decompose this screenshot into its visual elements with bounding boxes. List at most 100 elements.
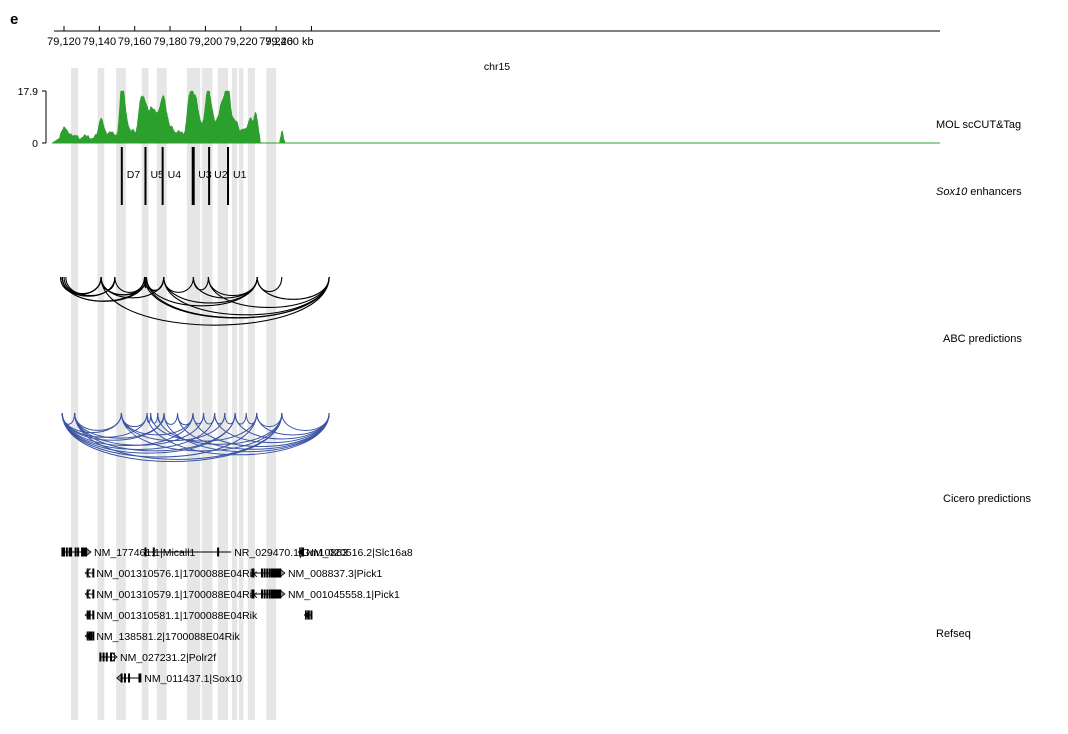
cicero-arc — [146, 412, 330, 456]
signal-track-label: MOL scCUT&Tag — [936, 119, 1021, 131]
gene-model: NM_138581.2|1700088E04Rik — [84, 631, 241, 643]
gene-exon — [74, 547, 77, 557]
axis-tick-label: 79,120 — [47, 36, 81, 48]
gene-exon — [310, 610, 313, 620]
highlight-band — [238, 68, 244, 720]
abc-arc — [61, 276, 147, 302]
enhancer-label: D7 — [127, 169, 141, 181]
gene-label: NM_001310576.1|1700088E04Rik — [96, 568, 258, 580]
enhancer-label-rest: enhancers — [967, 186, 1022, 198]
highlight-band — [266, 68, 277, 720]
gene-exon — [270, 568, 273, 578]
gene-model: NM_001310579.1|1700088E04Rik — [84, 589, 258, 601]
gene-model: NM_001045558.1|Pick1 — [251, 589, 400, 601]
gene-label: NM_001310581.1|1700088E04Rik — [96, 610, 258, 622]
gene-exon — [301, 547, 304, 557]
gene-exon — [120, 673, 123, 683]
gene-exon — [92, 610, 95, 620]
signal-ymax-label: 17.9 — [18, 86, 39, 98]
gene-exon — [251, 568, 254, 578]
cicero-track-label: Cicero predictions — [943, 493, 1032, 505]
gene-label: NM_008837.3|Pick1 — [288, 568, 383, 580]
gene-exon — [110, 652, 113, 662]
gene-model: NR_029470.1|Gm10863 — [144, 547, 348, 559]
axis-tick-label: 79,260 kb — [265, 36, 313, 48]
gene-exon — [266, 589, 269, 599]
gene-exon — [90, 631, 93, 641]
enhancer-track: D7 U5 U4 U3 U2 U1 — [120, 147, 247, 205]
gene-label: NM_138581.2|1700088E04Rik — [96, 631, 240, 643]
axis-tick-label: 79,220 — [224, 36, 258, 48]
gene-exon — [268, 568, 271, 578]
gene-exon — [268, 589, 271, 599]
gene-exon — [128, 673, 131, 683]
gene-exon — [263, 589, 266, 599]
highlight-bands — [71, 68, 277, 720]
cicero-arc — [74, 412, 236, 452]
panel-letter: e — [10, 11, 18, 28]
gene-exon — [65, 547, 68, 557]
gene-model: NM_011437.1|Sox10 — [116, 673, 242, 685]
highlight-band — [97, 68, 105, 720]
gene-exon — [83, 547, 86, 557]
gene-utr-arrow — [84, 589, 92, 599]
cicero-arc — [61, 412, 194, 446]
gene-model — [303, 610, 313, 620]
gene-exon — [276, 568, 279, 578]
gene-exon — [272, 568, 275, 578]
gene-exon — [152, 547, 155, 557]
highlight-band — [201, 68, 213, 720]
gene-utr-arrow — [84, 610, 92, 620]
gene-exon — [61, 547, 64, 557]
enhancer-label-gene: Sox10 — [936, 186, 968, 198]
gene-model: NM_008837.3|Pick1 — [251, 568, 382, 580]
highlight-band — [231, 68, 238, 720]
gene-exon — [82, 547, 85, 557]
abc-arc-track — [59, 276, 330, 326]
gene-exon — [63, 547, 65, 557]
abc-arc — [163, 276, 258, 304]
gene-exon — [307, 610, 310, 620]
highlight-band — [247, 68, 255, 720]
signal-area — [51, 90, 940, 144]
gene-model: NM_027231.2|Polr2f — [99, 652, 216, 664]
enhancer-label: U4 — [168, 169, 182, 181]
gene-exon — [99, 652, 102, 662]
axis-tick-label: 79,140 — [83, 36, 117, 48]
cicero-arc — [61, 412, 258, 458]
axis-tick-label: 79,240 — [259, 36, 293, 48]
gene-exon — [271, 589, 274, 599]
gene-exon — [276, 589, 279, 599]
gene-exon — [275, 589, 278, 599]
refseq-track-label: Refseq — [936, 628, 971, 640]
gene-exon — [260, 589, 263, 599]
axis-tick-label: 79,160 — [118, 36, 152, 48]
highlight-band — [141, 68, 149, 720]
gene-model: NM_020516.2|Slc16a8 — [297, 547, 413, 559]
highlight-band — [71, 68, 79, 720]
abc-arc — [145, 276, 330, 319]
highlight-band — [217, 68, 229, 720]
gene-exon — [139, 673, 142, 683]
enhancer-track-label: Sox10 enhancers — [936, 186, 1022, 198]
abc-arc — [100, 276, 330, 326]
signal-ymin-label: 0 — [32, 138, 38, 150]
cicero-arc-track — [61, 412, 330, 462]
gene-exon — [260, 568, 263, 578]
gene-exon — [84, 547, 87, 557]
gene-label: NM_001045558.1|Pick1 — [288, 589, 400, 601]
signal-track: 17.9 0 — [18, 86, 940, 150]
gene-exon — [88, 631, 91, 641]
gene-exon — [274, 568, 277, 578]
highlight-band — [156, 68, 167, 720]
gene-label: NM_001310579.1|1700088E04Rik — [96, 589, 258, 601]
gene-utr-arrow — [84, 631, 92, 641]
abc-arc — [163, 276, 330, 316]
gene-exon — [278, 589, 281, 599]
cicero-arc — [120, 412, 283, 452]
cicero-arc — [74, 412, 283, 460]
gene-utr-arrow — [303, 610, 311, 620]
highlight-band — [116, 68, 126, 720]
enhancer-label: U1 — [233, 169, 247, 181]
